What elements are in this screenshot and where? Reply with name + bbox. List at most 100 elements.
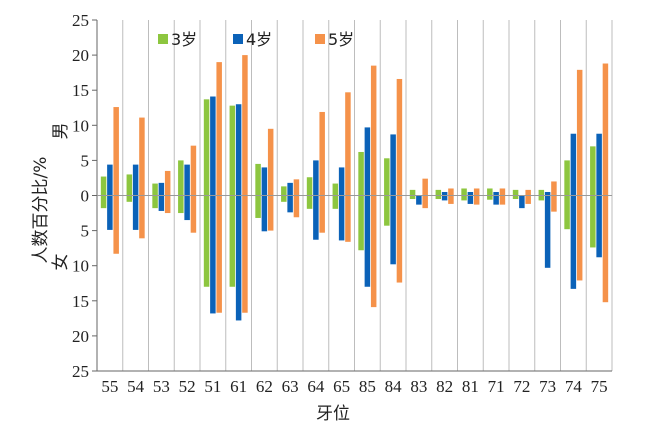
y-axis-label-female: 女 [51,254,71,271]
bar-female [390,195,396,265]
x-tick-label: 52 [179,377,196,396]
x-tick-label: 72 [513,377,530,396]
bar-female [364,195,371,287]
x-tick-label: 71 [488,377,505,396]
bar-male [287,182,293,196]
bar-female [293,195,300,218]
bar-female [499,195,506,205]
bar-female [267,195,274,231]
bar-female [396,195,403,283]
y-axis-label-male: 男 [51,123,71,140]
x-tick-label: 54 [127,377,145,396]
bar-male [364,127,371,196]
y-tick-label: 10 [72,257,89,276]
bar-male [345,92,351,196]
bar-male [525,189,531,196]
bar-male [158,182,165,196]
legend-label: 3岁 [171,30,197,49]
bar-female [190,195,197,233]
bar-female [544,195,551,268]
axes: 25 20 15 10 5 0 5 10 15 20 25 55 54 53 52 51 61 62 63 64 65 8… [72,11,612,396]
bar-male [203,99,210,196]
bar-female [313,195,319,240]
bar-female [422,195,428,209]
x-tick-label: 83 [410,377,427,396]
bar-female [113,195,119,254]
bar-male [570,133,577,196]
bar-male [538,189,545,196]
bar-female [576,195,583,281]
bar-male [370,65,377,196]
bar-female [596,195,602,258]
x-tick-label: 85 [359,377,376,396]
bar-female [435,195,442,200]
bar-female [512,195,519,200]
bar-male [390,134,396,196]
bar-male [132,164,139,196]
bar-female [525,195,531,204]
bar-male [435,189,442,196]
bar-female [441,195,448,201]
bar-male [473,188,480,196]
bar-male [499,188,506,196]
bar-male [422,178,428,196]
bar-male [590,146,596,196]
bar-male [210,96,216,196]
legend-swatch [233,34,243,44]
bar-female [370,195,377,308]
y-tick-label: 20 [72,327,89,346]
bar-female [338,195,345,241]
bar-male [281,186,287,196]
bar-male [358,151,364,196]
bar-female [235,195,242,321]
x-tick-label: 81 [462,377,479,396]
bar-female [158,195,165,211]
bar-male [184,164,190,196]
bar-female [538,195,545,201]
x-tick-label: 61 [230,377,247,396]
x-tick-label: 51 [204,377,221,396]
bar-male [551,181,557,196]
bar-female [384,195,390,226]
x-tick-label: 65 [333,377,350,396]
bar-male [384,158,390,196]
bar-female [100,195,107,209]
bar-male [319,111,325,196]
bar-female [152,195,158,209]
bar-female [287,195,293,213]
bar-female [255,195,261,218]
bar-male [255,163,261,196]
x-tick-label: 53 [153,377,170,396]
x-tick-label: 73 [539,377,556,396]
y-tick-label: 25 [72,362,89,381]
x-axis-label: 牙位 [316,404,350,424]
legend-swatch [315,34,325,44]
bar-female [139,195,145,239]
y-tick-label: 25 [72,11,89,30]
bar-female [229,195,236,287]
bar-female [358,195,364,251]
bar-male [306,177,313,196]
bar-male [293,179,300,196]
bar-female [164,195,171,214]
legend: 3岁 4岁 5岁 [158,30,354,49]
bar-male [216,62,222,196]
x-tick-label: 84 [385,377,403,396]
y-tick-label: 15 [72,292,89,311]
y-tick-label: 5 [81,222,90,241]
bar-female [461,195,467,201]
legend-label: 5岁 [328,30,354,49]
bar-male [544,191,551,196]
bar-male [409,189,416,196]
y-tick-label: 10 [72,116,89,135]
bar-female [416,195,422,205]
bar-male [107,164,113,196]
x-tick-label: 74 [565,377,583,396]
bar-male [190,145,197,196]
bar-male [126,174,133,196]
y-axis-label: 人数百分比/% [31,157,51,264]
bar-female [178,195,184,214]
bar-female [473,195,480,205]
bar-female [306,195,313,209]
